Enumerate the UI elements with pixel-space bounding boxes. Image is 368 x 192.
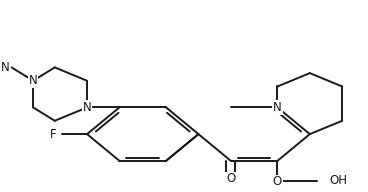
- Text: N: N: [1, 61, 10, 74]
- Text: N: N: [273, 101, 282, 114]
- Text: OH: OH: [330, 174, 348, 187]
- Text: O: O: [226, 172, 236, 185]
- Text: N: N: [29, 74, 38, 87]
- Text: F: F: [50, 128, 57, 141]
- Text: O: O: [273, 175, 282, 188]
- Text: N: N: [83, 101, 91, 114]
